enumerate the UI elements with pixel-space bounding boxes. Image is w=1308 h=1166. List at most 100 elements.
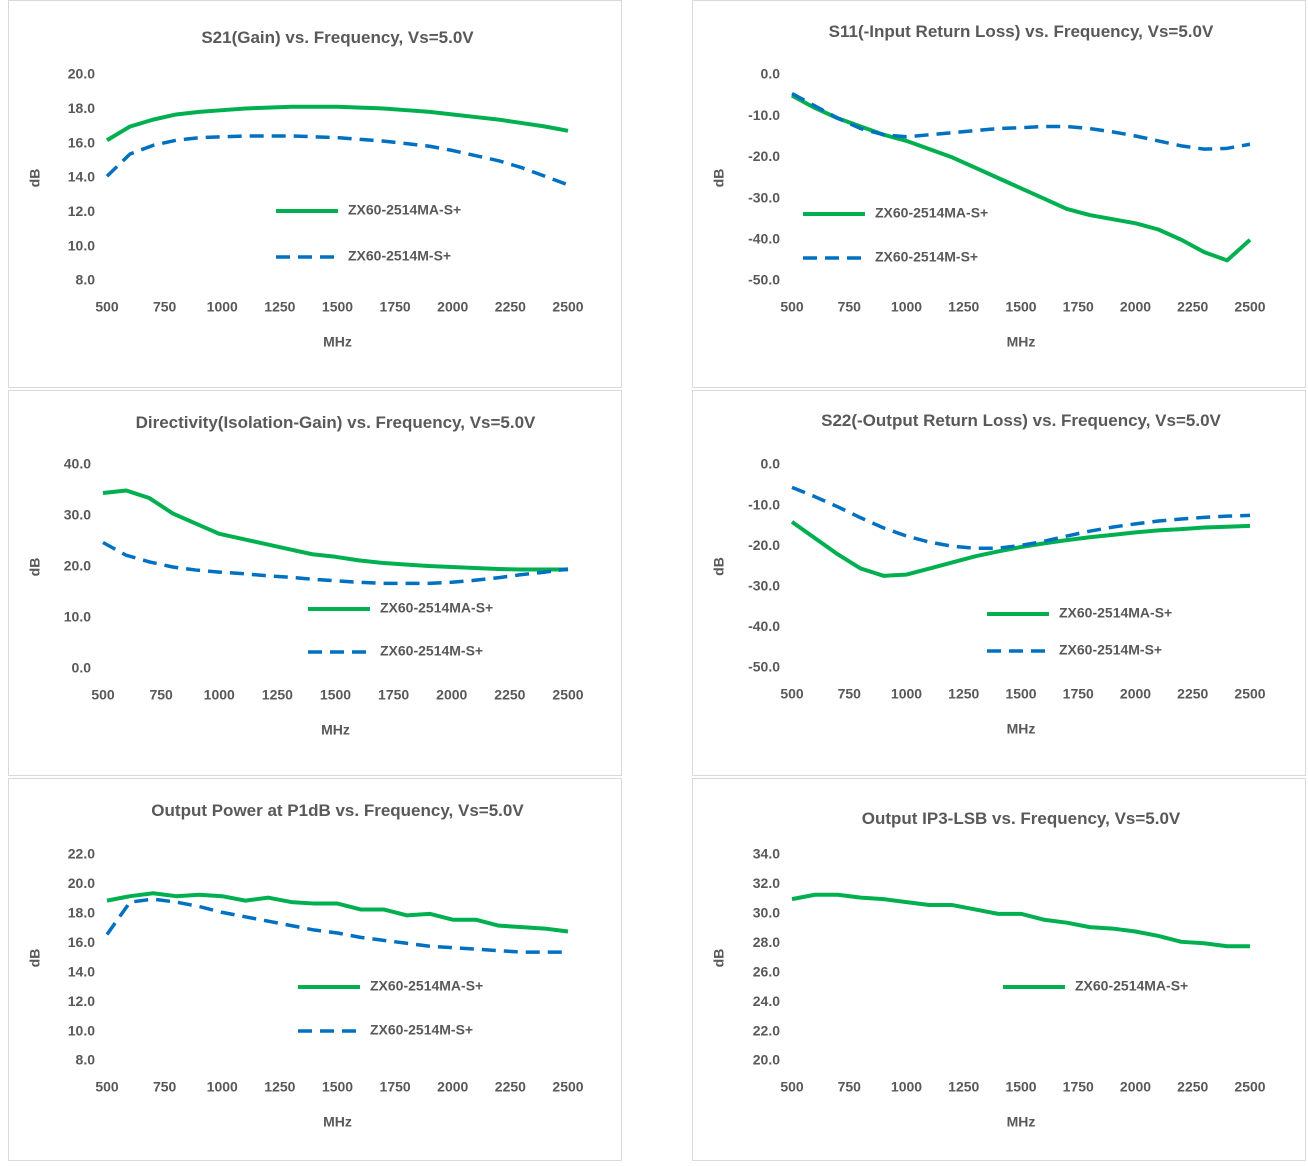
series-line xyxy=(105,104,569,142)
x-tick-label: 1750 xyxy=(1063,686,1094,702)
x-tick-label: 500 xyxy=(95,1079,119,1095)
y-axis-label: dB xyxy=(711,169,727,188)
x-tick-label: 2500 xyxy=(552,687,583,703)
legend-label: ZX60-2514MA-S+ xyxy=(1059,605,1172,621)
x-tick-label: 750 xyxy=(838,299,862,315)
x-tick-label: 2500 xyxy=(1234,1079,1265,1095)
y-tick-label: 10.0 xyxy=(68,1022,95,1038)
legend-label: ZX60-2514M-S+ xyxy=(348,248,451,264)
y-tick-label: -40.0 xyxy=(748,618,780,634)
x-axis-label: MHz xyxy=(323,1114,352,1130)
x-tick-label: 2500 xyxy=(552,1079,583,1095)
x-axis-label: MHz xyxy=(1007,1114,1036,1130)
y-tick-label: 40.0 xyxy=(64,456,91,472)
y-tick-label: 20.0 xyxy=(753,1052,780,1068)
y-tick-label: 26.0 xyxy=(753,963,780,979)
y-tick-label: -20.0 xyxy=(748,537,780,553)
x-tick-label: 500 xyxy=(780,686,804,702)
series-line xyxy=(791,892,1250,949)
chart-panel: Directivity(Isolation-Gain) vs. Frequenc… xyxy=(8,390,622,776)
legend-label: ZX60-2514MA-S+ xyxy=(380,600,493,616)
y-tick-label: 20.0 xyxy=(68,875,95,891)
panel-border xyxy=(8,778,622,1161)
x-tick-label: 1500 xyxy=(1005,686,1036,702)
x-tick-label: 1500 xyxy=(322,299,353,315)
y-tick-label: 8.0 xyxy=(76,272,96,288)
x-tick-label: 1250 xyxy=(262,687,293,703)
series-line xyxy=(105,897,568,954)
x-tick-label: 1750 xyxy=(380,299,411,315)
legend-label: ZX60-2514MA-S+ xyxy=(370,978,483,994)
x-tick-label: 750 xyxy=(149,687,173,703)
x-tick-label: 2250 xyxy=(495,299,526,315)
y-tick-label: 8.0 xyxy=(76,1052,96,1068)
x-tick-label: 1750 xyxy=(380,1079,411,1095)
x-tick-label: 2000 xyxy=(437,1079,468,1095)
panel-border xyxy=(8,390,622,776)
x-tick-label: 1250 xyxy=(948,1079,979,1095)
y-tick-label: -50.0 xyxy=(748,272,780,288)
y-tick-label: 10.0 xyxy=(68,237,95,253)
x-tick-label: 500 xyxy=(91,687,115,703)
x-tick-label: 1000 xyxy=(207,1079,238,1095)
x-tick-label: 1250 xyxy=(948,299,979,315)
x-tick-label: 1750 xyxy=(1063,1079,1094,1095)
chart-title: S11(-Input Return Loss) vs. Frequency, V… xyxy=(828,22,1214,41)
x-tick-label: 1250 xyxy=(264,1079,295,1095)
x-tick-label: 2250 xyxy=(1177,686,1208,702)
x-tick-label: 2000 xyxy=(1120,1079,1151,1095)
x-tick-label: 1750 xyxy=(378,687,409,703)
y-tick-label: -20.0 xyxy=(748,148,780,164)
x-tick-label: 2500 xyxy=(552,299,583,315)
y-tick-label: 14.0 xyxy=(68,963,95,979)
legend-label: ZX60-2514M-S+ xyxy=(370,1022,473,1038)
y-tick-label: 0.0 xyxy=(72,660,92,676)
series-line xyxy=(790,520,1251,578)
y-tick-label: 20.0 xyxy=(68,66,95,82)
series-line xyxy=(105,134,569,187)
x-tick-label: 2500 xyxy=(1234,686,1265,702)
y-tick-label: 22.0 xyxy=(753,1022,780,1038)
y-tick-label: 28.0 xyxy=(753,934,780,950)
x-axis-label: MHz xyxy=(1007,334,1036,350)
x-tick-label: 750 xyxy=(153,299,177,315)
y-tick-label: 32.0 xyxy=(753,875,780,891)
y-tick-label: -10.0 xyxy=(748,107,780,123)
series-line xyxy=(791,93,1252,263)
x-tick-label: 2000 xyxy=(436,687,467,703)
chart-title-box: S21(Gain) vs. Frequency, Vs=5.0V xyxy=(201,28,474,47)
panel-border xyxy=(692,0,1306,388)
y-tick-label: -40.0 xyxy=(748,231,780,247)
x-tick-label: 1000 xyxy=(204,687,235,703)
y-axis-label: dB xyxy=(711,557,727,576)
x-tick-label: 2500 xyxy=(1234,299,1265,315)
chart-title-box: Directivity(Isolation-Gain) vs. Frequenc… xyxy=(136,413,536,432)
x-tick-label: 500 xyxy=(95,299,119,315)
x-tick-label: 750 xyxy=(838,1079,862,1095)
series-line xyxy=(102,488,568,572)
y-tick-label: 24.0 xyxy=(753,993,780,1009)
y-axis-label: dB xyxy=(27,558,43,577)
chart-panel: Output Power at P1dB vs. Frequency, Vs=5… xyxy=(8,778,622,1161)
y-tick-label: -30.0 xyxy=(748,578,780,594)
y-tick-label: 30.0 xyxy=(64,507,91,523)
chart-title: S22(-Output Return Loss) vs. Frequency, … xyxy=(821,411,1221,430)
chart-panel: S21(Gain) vs. Frequency, Vs=5.0V 8.0 10.0 1… xyxy=(8,0,622,388)
panel-border xyxy=(8,0,622,388)
x-axis-label: MHz xyxy=(323,334,352,350)
x-tick-label: 500 xyxy=(780,299,804,315)
y-tick-label: 0.0 xyxy=(761,456,781,472)
y-tick-label: 30.0 xyxy=(753,905,780,921)
x-tick-label: 1000 xyxy=(891,1079,922,1095)
chart-title-box: Output IP3-LSB vs. Frequency, Vs=5.0V xyxy=(862,809,1181,828)
panel-border xyxy=(692,390,1306,776)
x-tick-label: 1500 xyxy=(320,687,351,703)
x-tick-label: 750 xyxy=(838,686,862,702)
chart-title: S21(Gain) vs. Frequency, Vs=5.0V xyxy=(201,28,474,47)
y-tick-label: 10.0 xyxy=(64,609,91,625)
y-tick-label: -10.0 xyxy=(748,496,780,512)
x-tick-label: 1250 xyxy=(948,686,979,702)
chart-panel: S22(-Output Return Loss) vs. Frequency, … xyxy=(692,390,1306,776)
x-tick-label: 1250 xyxy=(264,299,295,315)
y-tick-label: 34.0 xyxy=(753,846,780,862)
